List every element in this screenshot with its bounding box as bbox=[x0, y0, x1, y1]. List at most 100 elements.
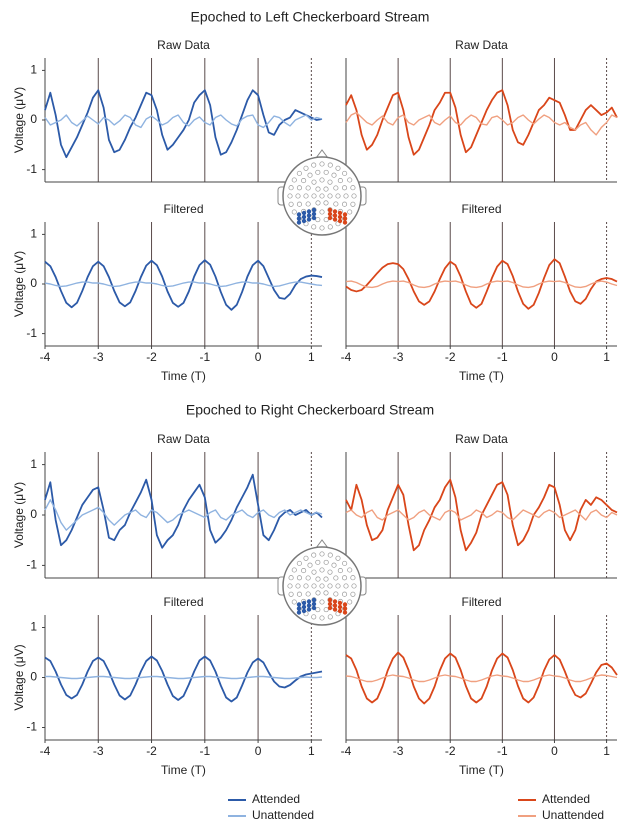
electrode bbox=[323, 576, 329, 582]
x-tick-label: -1 bbox=[497, 350, 508, 364]
electrode bbox=[327, 583, 333, 589]
y-axis-label: Voltage (μV) bbox=[12, 644, 26, 710]
y-tick-label: 1 bbox=[30, 227, 37, 241]
selected-electrode bbox=[301, 210, 307, 216]
series-line bbox=[44, 114, 323, 129]
selected-electrode bbox=[296, 606, 302, 611]
series-line bbox=[345, 478, 618, 552]
electrode bbox=[287, 583, 293, 589]
selected-electrode bbox=[311, 215, 317, 221]
electrode bbox=[301, 568, 307, 574]
electrode bbox=[319, 599, 325, 605]
electrode bbox=[288, 201, 294, 207]
electrode bbox=[319, 161, 325, 167]
legend-label: Attended bbox=[252, 792, 300, 806]
series-line bbox=[345, 651, 618, 705]
y-tick-label: 0 bbox=[30, 507, 37, 521]
selected-electrode bbox=[306, 217, 312, 222]
panel: Filtered -4 -3 -2 -1 0 1 Time (T) bbox=[341, 202, 618, 383]
selected-electrode bbox=[311, 211, 317, 217]
electrode bbox=[315, 186, 321, 192]
electrode bbox=[305, 185, 311, 191]
head-icon bbox=[277, 149, 367, 236]
electrode bbox=[342, 560, 348, 566]
selected-electrode bbox=[296, 602, 302, 607]
electrode bbox=[305, 591, 311, 597]
electrode bbox=[342, 591, 348, 597]
electrode bbox=[343, 193, 349, 199]
electrode bbox=[315, 559, 321, 565]
selected-electrode bbox=[337, 218, 343, 224]
head-icon bbox=[277, 539, 367, 626]
electrode bbox=[311, 179, 317, 185]
selected-electrode bbox=[327, 207, 333, 213]
selected-electrode bbox=[306, 599, 312, 604]
electrode bbox=[327, 614, 333, 620]
electrode bbox=[291, 209, 297, 215]
electrode bbox=[291, 567, 297, 573]
x-tick-label: -1 bbox=[199, 744, 210, 758]
selected-electrode bbox=[306, 213, 312, 218]
selected-electrode bbox=[301, 214, 307, 220]
electrode bbox=[323, 559, 329, 565]
selected-electrode bbox=[342, 220, 348, 225]
y-axis-label: Voltage (μV) bbox=[12, 251, 26, 317]
electrode bbox=[288, 591, 294, 597]
selected-electrode bbox=[332, 607, 338, 612]
selected-electrode bbox=[311, 601, 317, 607]
selected-electrode bbox=[306, 607, 312, 612]
electrode bbox=[303, 165, 309, 171]
electrode bbox=[291, 177, 297, 183]
panel-title: Filtered bbox=[163, 202, 203, 216]
electrode bbox=[333, 201, 339, 207]
y-tick-label: -1 bbox=[26, 720, 37, 734]
x-axis-label: Time (T) bbox=[459, 369, 504, 383]
series-line bbox=[345, 89, 618, 156]
electrode bbox=[342, 201, 348, 207]
electrode bbox=[350, 201, 356, 207]
electrode bbox=[319, 615, 325, 621]
electrode bbox=[333, 591, 339, 597]
panel: Raw Data -1 0 1 Voltage (μV) bbox=[12, 38, 323, 183]
electrode bbox=[319, 583, 325, 589]
series-line bbox=[44, 259, 323, 311]
electrode bbox=[342, 185, 348, 191]
electrode bbox=[319, 193, 325, 199]
y-tick-label: 0 bbox=[30, 112, 37, 126]
selected-electrode bbox=[332, 209, 338, 214]
panel-title: Raw Data bbox=[455, 38, 508, 52]
electrode bbox=[347, 209, 353, 215]
x-tick-label: -1 bbox=[497, 744, 508, 758]
electrode bbox=[347, 567, 353, 573]
y-tick-label: 0 bbox=[30, 276, 37, 290]
x-tick-label: -4 bbox=[341, 350, 352, 364]
series-line bbox=[345, 509, 618, 521]
series-line bbox=[44, 89, 323, 159]
x-tick-label: 1 bbox=[308, 744, 315, 758]
x-tick-label: -2 bbox=[146, 350, 157, 364]
panel: Filtered -1 0 1 -4 -3 -2 -1 0 1 Voltage (μV) Time (… bbox=[12, 595, 323, 777]
x-tick-label: 0 bbox=[255, 350, 262, 364]
selected-electrode bbox=[342, 610, 348, 615]
selected-electrode bbox=[337, 600, 343, 606]
x-tick-label: 1 bbox=[603, 744, 610, 758]
x-tick-label: 0 bbox=[551, 350, 558, 364]
x-tick-label: 1 bbox=[308, 350, 315, 364]
electrode bbox=[311, 552, 317, 558]
electrode bbox=[315, 576, 321, 582]
electrode bbox=[296, 185, 302, 191]
x-tick-label: -3 bbox=[93, 350, 104, 364]
electrode bbox=[288, 185, 294, 191]
panel-title: Raw Data bbox=[455, 432, 508, 446]
electrode bbox=[295, 583, 301, 589]
x-tick-label: -4 bbox=[40, 350, 51, 364]
electrode bbox=[342, 575, 348, 581]
x-tick-label: 0 bbox=[551, 744, 558, 758]
electrode bbox=[319, 177, 325, 183]
y-tick-label: 1 bbox=[30, 457, 37, 471]
x-tick-label: -4 bbox=[40, 744, 51, 758]
electrode bbox=[335, 165, 341, 171]
selected-electrode bbox=[332, 599, 338, 604]
